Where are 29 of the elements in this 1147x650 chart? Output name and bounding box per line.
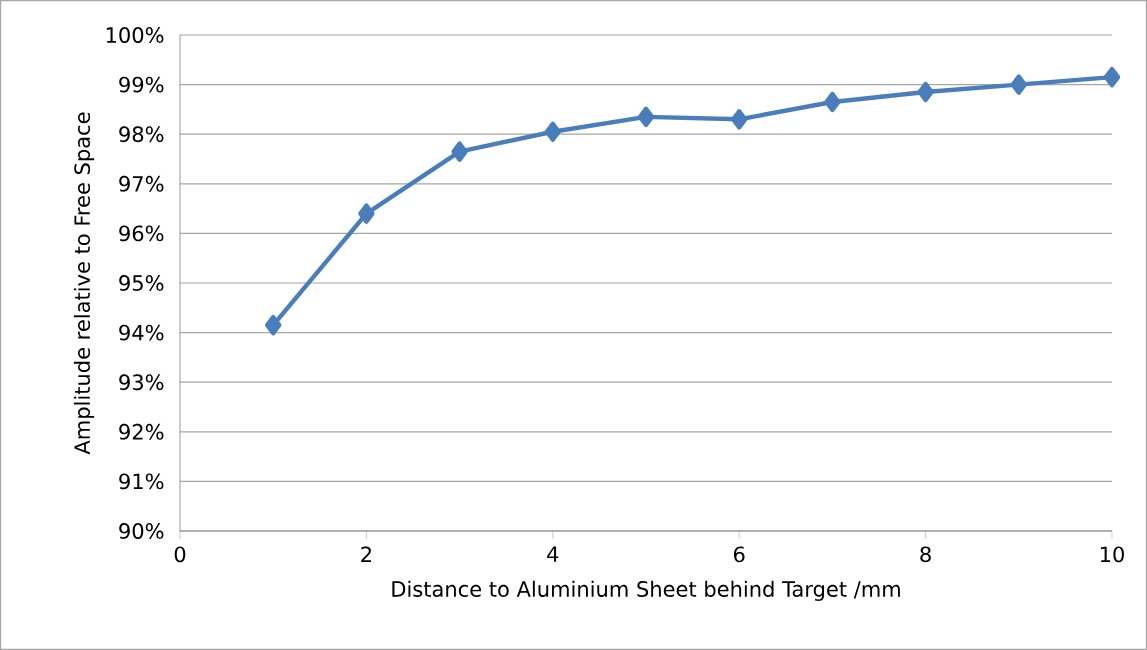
y-tick-label: 97% bbox=[119, 175, 164, 192]
point bbox=[1103, 66, 1121, 88]
x-tick-label: 2 bbox=[361, 546, 371, 562]
x-tick-label: 10 bbox=[1100, 546, 1124, 563]
point bbox=[1010, 74, 1027, 95]
x-tick-label: 8 bbox=[920, 546, 931, 563]
x-tick-label: 6 bbox=[734, 546, 745, 563]
x-axis-title: Distance to Aluminium Sheet behind Target /mm bbox=[392, 580, 900, 601]
point bbox=[358, 203, 375, 224]
y-tick-label: 99% bbox=[119, 76, 164, 93]
x-tick-label: 4 bbox=[547, 546, 559, 562]
y-tick-label: 93% bbox=[119, 374, 164, 391]
point bbox=[917, 81, 934, 103]
y-tick-label: 91% bbox=[119, 473, 164, 490]
y-axis-title: Amplitude relative to Free Space bbox=[73, 112, 95, 455]
y-tick-label: 90% bbox=[119, 523, 164, 539]
point bbox=[731, 109, 748, 130]
point bbox=[544, 121, 561, 142]
y-tick-label: 94% bbox=[119, 324, 164, 341]
y-tick-label: 98% bbox=[119, 126, 164, 143]
y-tick-label: 95% bbox=[119, 275, 164, 291]
y-tick-label: 100% bbox=[106, 27, 164, 43]
y-tick-label: 92% bbox=[119, 423, 164, 440]
x-tick-label: 0 bbox=[174, 546, 186, 563]
point bbox=[451, 141, 468, 162]
point bbox=[265, 314, 282, 336]
y-tick-label: 96% bbox=[119, 225, 164, 242]
point bbox=[637, 106, 655, 128]
point bbox=[824, 91, 841, 113]
